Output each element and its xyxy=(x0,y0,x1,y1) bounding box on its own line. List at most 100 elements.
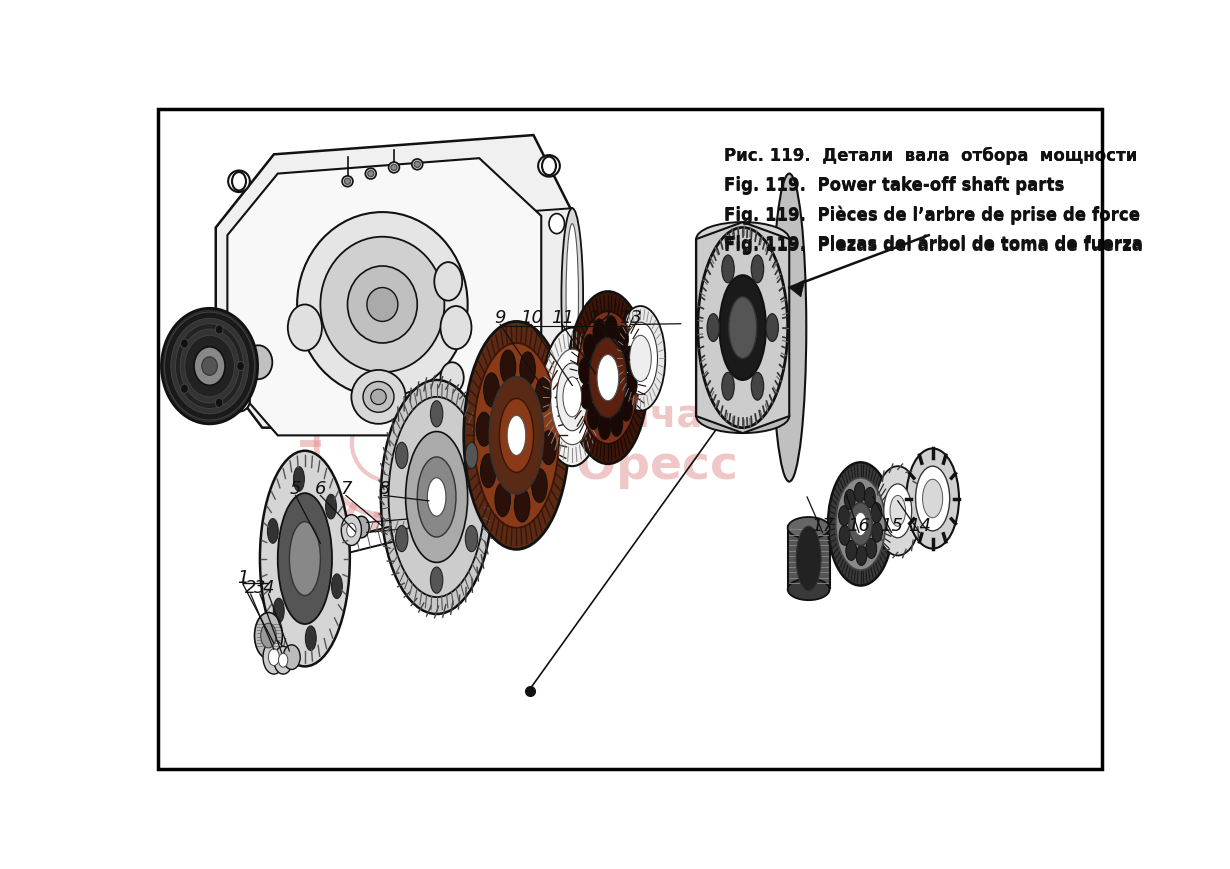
Ellipse shape xyxy=(610,410,622,436)
Text: 6: 6 xyxy=(315,481,326,498)
Ellipse shape xyxy=(176,324,244,408)
Ellipse shape xyxy=(577,311,638,444)
Ellipse shape xyxy=(165,312,255,420)
Ellipse shape xyxy=(696,222,790,256)
Ellipse shape xyxy=(430,567,443,594)
Ellipse shape xyxy=(616,306,665,411)
Ellipse shape xyxy=(440,362,464,393)
Text: 12: 12 xyxy=(588,309,611,328)
Ellipse shape xyxy=(566,223,578,370)
Text: АВТОзапчасти: АВТОзапчасти xyxy=(456,397,776,435)
Ellipse shape xyxy=(215,398,223,408)
Ellipse shape xyxy=(531,468,547,502)
Ellipse shape xyxy=(332,574,342,599)
Ellipse shape xyxy=(260,451,349,667)
Ellipse shape xyxy=(514,488,530,522)
Ellipse shape xyxy=(839,525,850,545)
Bar xyxy=(696,239,790,416)
Ellipse shape xyxy=(268,648,279,666)
Ellipse shape xyxy=(599,414,611,440)
Ellipse shape xyxy=(846,541,856,561)
Ellipse shape xyxy=(549,375,565,395)
Ellipse shape xyxy=(354,516,369,538)
Text: 7: 7 xyxy=(341,481,352,498)
Ellipse shape xyxy=(490,377,544,494)
Ellipse shape xyxy=(406,432,467,562)
Ellipse shape xyxy=(283,645,300,669)
Ellipse shape xyxy=(181,384,188,394)
Ellipse shape xyxy=(342,176,353,187)
Ellipse shape xyxy=(839,506,850,526)
Text: Fig. 119.  Power take-off shaft parts: Fig. 119. Power take-off shaft parts xyxy=(723,176,1064,194)
Text: АВТОресс: АВТОресс xyxy=(471,444,738,488)
Ellipse shape xyxy=(417,457,456,537)
Text: 9: 9 xyxy=(494,309,506,328)
Text: 14: 14 xyxy=(908,517,931,535)
Ellipse shape xyxy=(305,626,316,651)
Polygon shape xyxy=(215,135,572,428)
Ellipse shape xyxy=(370,389,386,405)
Ellipse shape xyxy=(232,172,246,190)
Text: Рис. 119.  Детали  вала  отбора  мощности: Рис. 119. Детали вала отбора мощности xyxy=(723,147,1138,165)
Ellipse shape xyxy=(396,526,408,552)
Ellipse shape xyxy=(542,156,556,176)
Ellipse shape xyxy=(722,255,734,282)
Ellipse shape xyxy=(261,623,277,648)
Ellipse shape xyxy=(352,370,406,424)
Ellipse shape xyxy=(194,347,225,385)
Ellipse shape xyxy=(367,288,397,322)
Ellipse shape xyxy=(483,373,499,407)
Ellipse shape xyxy=(907,448,959,548)
Ellipse shape xyxy=(348,266,417,343)
Ellipse shape xyxy=(363,381,394,412)
Ellipse shape xyxy=(430,401,443,427)
Ellipse shape xyxy=(871,502,882,522)
Polygon shape xyxy=(696,222,790,433)
Ellipse shape xyxy=(856,546,867,566)
Text: Fig. 119.  Pièces de l’arbre de prise de force: Fig. 119. Pièces de l’arbre de prise de … xyxy=(723,207,1140,225)
Text: Fig. 119.  Piezas del árbol de toma de fuerza: Fig. 119. Piezas del árbol de toma de fu… xyxy=(723,236,1143,255)
Text: 13: 13 xyxy=(619,309,642,328)
Ellipse shape xyxy=(630,335,652,381)
Ellipse shape xyxy=(184,335,235,397)
Ellipse shape xyxy=(245,345,272,379)
Ellipse shape xyxy=(273,598,284,623)
Ellipse shape xyxy=(434,262,462,301)
Polygon shape xyxy=(464,209,576,401)
Ellipse shape xyxy=(787,579,829,600)
Ellipse shape xyxy=(865,488,876,507)
Text: Рис. 119.  Детали  вала  отбора  мощности: Рис. 119. Детали вала отбора мощности xyxy=(723,147,1138,165)
Text: 15: 15 xyxy=(879,517,903,535)
Ellipse shape xyxy=(501,350,515,384)
Text: 11: 11 xyxy=(551,309,573,328)
Ellipse shape xyxy=(539,155,560,176)
Ellipse shape xyxy=(427,478,446,516)
Ellipse shape xyxy=(368,170,374,176)
Text: 5: 5 xyxy=(290,481,301,498)
Ellipse shape xyxy=(752,373,764,400)
Ellipse shape xyxy=(215,325,223,334)
Ellipse shape xyxy=(855,513,867,535)
Ellipse shape xyxy=(171,318,248,414)
Ellipse shape xyxy=(616,326,629,352)
Ellipse shape xyxy=(828,462,893,586)
Ellipse shape xyxy=(381,380,492,614)
Ellipse shape xyxy=(341,514,362,546)
Ellipse shape xyxy=(535,378,551,412)
Ellipse shape xyxy=(494,482,510,516)
Text: Fig. 119.  Piezas del árbol de toma de fuerza: Fig. 119. Piezas del árbol de toma de fu… xyxy=(723,235,1143,253)
Ellipse shape xyxy=(624,322,658,395)
Ellipse shape xyxy=(922,480,942,518)
Ellipse shape xyxy=(481,454,496,488)
Ellipse shape xyxy=(578,358,592,384)
Ellipse shape xyxy=(389,162,400,173)
Text: 10: 10 xyxy=(519,309,542,328)
Ellipse shape xyxy=(766,314,779,342)
Ellipse shape xyxy=(620,395,632,421)
Ellipse shape xyxy=(593,319,605,345)
Ellipse shape xyxy=(915,466,950,531)
Ellipse shape xyxy=(465,442,477,468)
Ellipse shape xyxy=(181,339,188,348)
Ellipse shape xyxy=(875,466,921,555)
Ellipse shape xyxy=(391,164,397,170)
